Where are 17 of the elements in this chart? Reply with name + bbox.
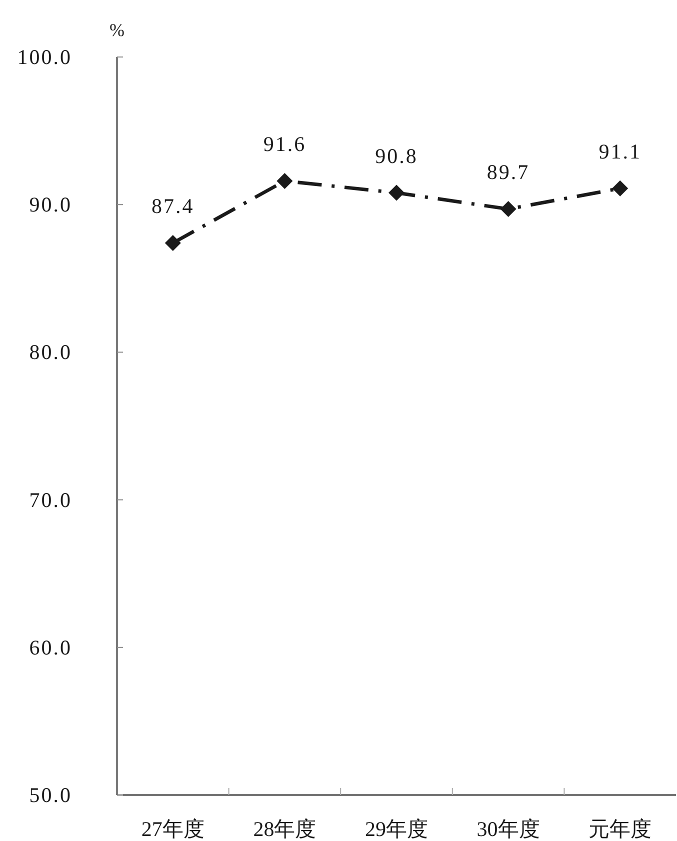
x-tick-label: 30年度 — [476, 817, 540, 841]
data-label: 91.1 — [598, 139, 642, 164]
x-tick-label: 29年度 — [365, 817, 428, 841]
data-label: 89.7 — [486, 160, 530, 184]
y-tick-label: 100.0 — [17, 45, 72, 69]
data-label: 91.6 — [263, 132, 306, 156]
x-tick-label: 元年度 — [588, 817, 652, 841]
x-tick-label: 28年度 — [253, 817, 316, 841]
y-tick-label: 80.0 — [29, 340, 72, 364]
y-tick-label: 70.0 — [29, 488, 72, 512]
data-label: 87.4 — [152, 194, 194, 218]
x-tick-label: 27年度 — [141, 817, 204, 841]
y-tick-label: 50.0 — [29, 783, 72, 807]
y-tick-label: 60.0 — [29, 635, 72, 660]
y-axis-title: % — [110, 20, 124, 40]
y-tick-label: 90.0 — [29, 192, 72, 217]
data-label: 90.8 — [375, 144, 418, 168]
